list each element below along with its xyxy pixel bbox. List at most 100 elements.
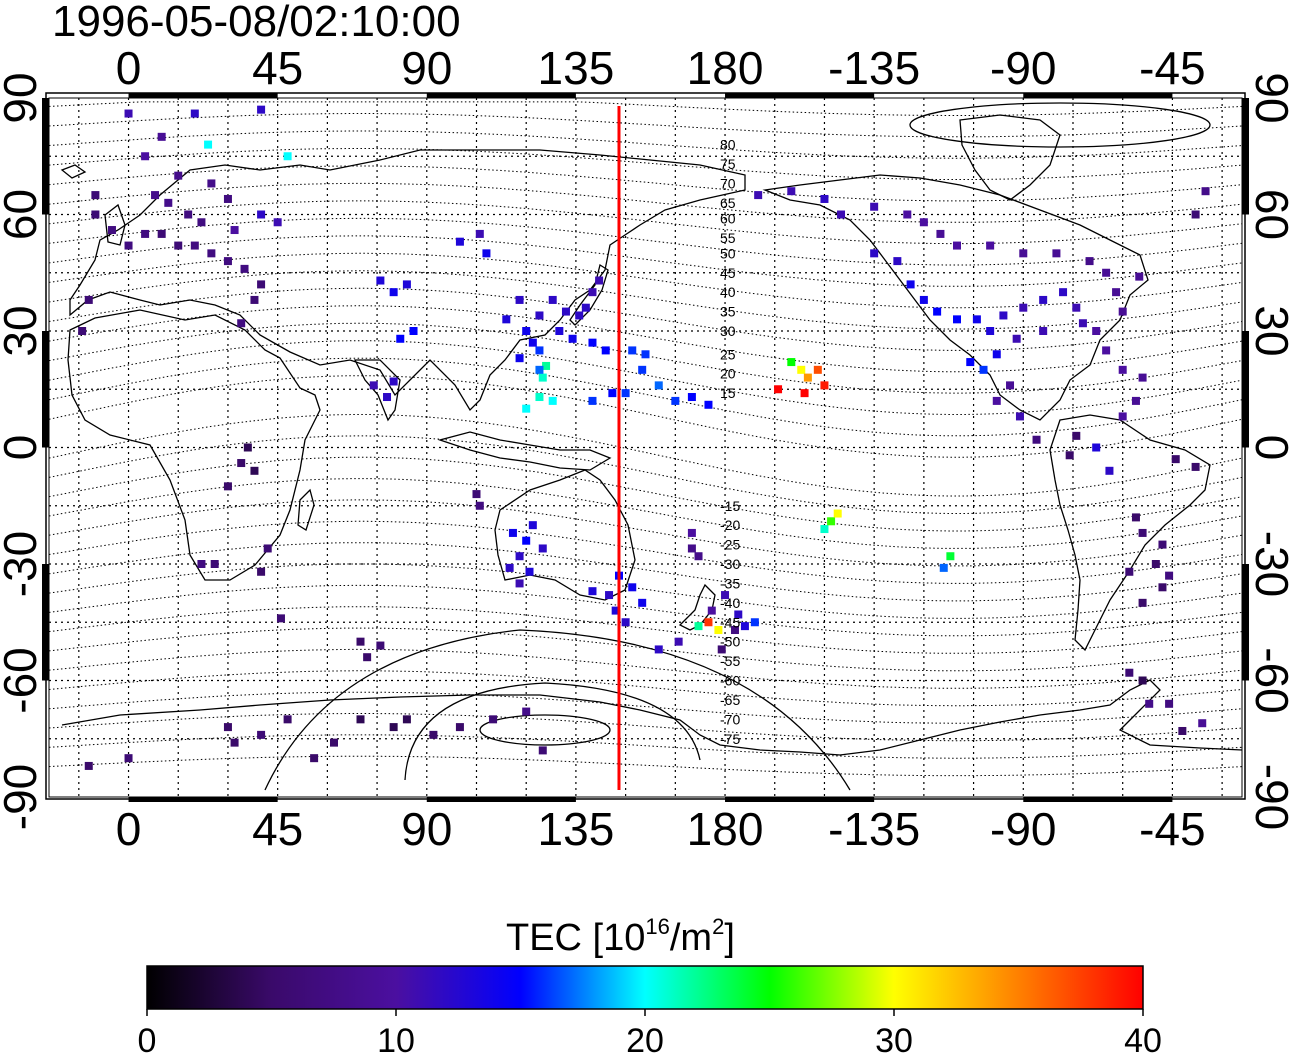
tec-observation: [939, 563, 948, 572]
tec-observation: [197, 218, 206, 227]
tec-observation: [455, 723, 464, 732]
tec-observation: [369, 381, 378, 390]
tec-observation: [750, 618, 759, 627]
tec-observation: [730, 626, 739, 635]
magnetic-contour: [49, 235, 1242, 287]
left-latitude-ticks: 90 60 30 0 -30 -60 -90: [0, 72, 46, 830]
tec-observation: [588, 587, 597, 596]
lon-tick-label-bottom: 45: [252, 803, 303, 855]
tec-observation: [508, 528, 517, 537]
tec-observation: [283, 715, 292, 724]
lat-tick-label-left: 90: [0, 72, 46, 123]
colorbar-tick-label: 40: [1124, 1022, 1162, 1057]
contour-label: -20: [720, 517, 740, 533]
tec-observation: [257, 567, 266, 576]
contour-label: -30: [720, 556, 740, 572]
tec-observation: [525, 567, 534, 576]
tec-observation: [538, 746, 547, 755]
lon-tick-label-bottom: -90: [990, 803, 1056, 855]
tec-observation: [184, 210, 193, 219]
frame-bar-right: [1242, 564, 1249, 681]
tec-observation: [953, 315, 962, 324]
coast-madagascar: [297, 488, 315, 531]
frame-bar-top: [128, 93, 278, 98]
frame-bar-top: [1023, 93, 1173, 98]
contour-labels: 8075706560555045403530252015-15-20-25-30…: [720, 137, 740, 747]
tec-observation: [383, 393, 392, 402]
tec-observation: [124, 241, 133, 250]
lat-tick-label-left: -30: [0, 531, 46, 597]
magnetic-contour: [49, 414, 1242, 497]
tec-observation: [1006, 381, 1015, 390]
south-magnetic-pole-oval-inner: [479, 714, 611, 746]
lon-tick-label-bottom: 135: [538, 803, 615, 855]
bottom-longitude-ticks: 0 45 90 135 180 -135 -90 -45: [116, 803, 1206, 855]
tec-observation: [376, 276, 385, 285]
tec-observation: [936, 229, 945, 238]
colorbar-tick-label: 0: [138, 1022, 157, 1057]
tec-observation: [157, 132, 166, 141]
frame-bar-left: [42, 98, 49, 215]
tec-observation: [608, 389, 617, 398]
tec-observation: [837, 210, 846, 219]
colorbar-tick-label: 30: [875, 1022, 913, 1057]
tec-observation: [157, 229, 166, 238]
tec-observation: [402, 715, 411, 724]
tec-observation: [717, 645, 726, 654]
magnetic-contour: [49, 200, 1242, 245]
contour-label: 15: [720, 385, 736, 401]
tec-observation: [919, 218, 928, 227]
tec-observation: [1151, 560, 1160, 568]
tec-observation: [528, 338, 537, 347]
tec-observation: [1065, 451, 1074, 460]
tec-observation: [687, 393, 696, 402]
tec-observation: [141, 152, 150, 161]
tec-observation: [992, 396, 1001, 405]
tec-observation: [966, 358, 975, 367]
frame-bars: [42, 93, 1249, 802]
tec-observation: [1039, 295, 1048, 304]
tec-observation: [528, 521, 537, 530]
tec-observation: [107, 226, 116, 235]
frame-bar-left: [42, 331, 49, 448]
tec-observation: [687, 528, 696, 537]
contour-label: 35: [720, 304, 736, 320]
tec-observation: [674, 637, 683, 646]
tec-observation: [522, 404, 531, 413]
contour-label: 80: [720, 137, 736, 153]
contour-label: -35: [720, 575, 740, 591]
magnetic-contour: [49, 542, 1242, 602]
tec-observation: [774, 385, 783, 394]
tec-observation: [1178, 726, 1187, 735]
lon-tick-label-top: 135: [538, 42, 615, 94]
lat-tick-label-right: 60: [1246, 189, 1292, 240]
magnetic-contour: [49, 755, 1242, 777]
contour-label: -55: [720, 653, 740, 669]
tec-observation: [230, 738, 239, 747]
tec-observation: [1078, 319, 1087, 328]
contour-label: 65: [720, 195, 736, 211]
frame-bar-bottom: [426, 797, 576, 802]
tec-observation: [409, 327, 418, 335]
tec-observation: [638, 365, 647, 374]
tec-observation: [489, 715, 498, 724]
contour-label: -15: [720, 498, 740, 514]
tec-observation: [1198, 719, 1207, 728]
tec-observation: [237, 319, 246, 328]
lat-tick-label-right: -60: [1246, 647, 1292, 713]
magnetic-contour: [49, 130, 1242, 159]
tec-observation: [1118, 412, 1127, 421]
tec-observation: [538, 373, 547, 382]
colorbar-title-sup2: 2: [712, 914, 724, 939]
tec-observation: [972, 315, 981, 324]
tec-observation: [1145, 699, 1154, 708]
tec-observation: [707, 606, 716, 615]
tec-observation: [870, 202, 879, 211]
tec-observation: [946, 552, 955, 561]
contour-label: 20: [720, 366, 736, 382]
tec-observation: [1012, 334, 1021, 343]
tec-observation: [555, 327, 564, 335]
tec-observation: [207, 249, 216, 258]
tec-observation: [402, 280, 411, 289]
magnetic-contour: [49, 648, 1242, 689]
